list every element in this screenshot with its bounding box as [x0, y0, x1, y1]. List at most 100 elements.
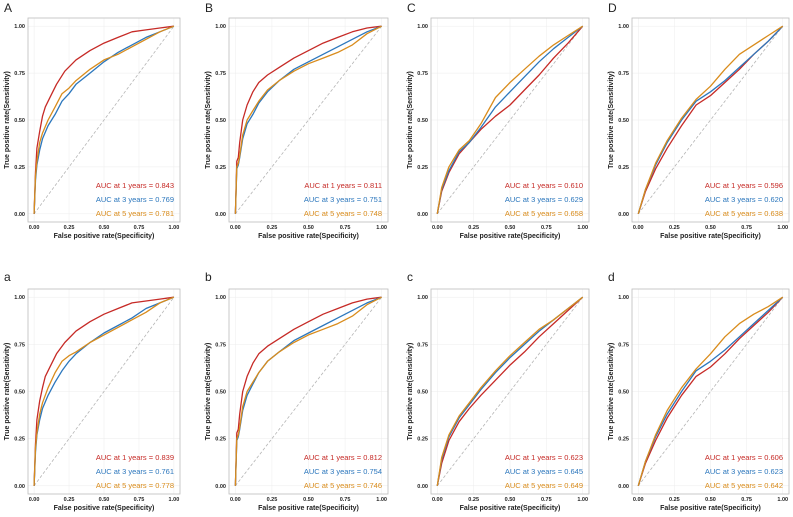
panel-label: D — [608, 1, 617, 15]
y-tick-label: 1.00 — [14, 24, 25, 30]
y-tick-label: 0.75 — [417, 71, 428, 77]
x-axis-title: False positive rate(Specificity) — [460, 233, 561, 240]
x-tick-label: 1.00 — [169, 225, 180, 231]
y-tick-label: 0.75 — [14, 71, 25, 77]
legend-entry: AUC at 5 years = 0.638 — [705, 209, 783, 218]
x-tick-label: 0.25 — [64, 225, 75, 231]
x-tick-label: 0.00 — [230, 497, 241, 503]
x-tick-label: 0.00 — [633, 225, 644, 231]
x-tick-label: 0.50 — [99, 497, 110, 503]
y-axis-title: True positive rate(Sensitivity) — [205, 343, 212, 441]
roc-panel-c: c 0.00 0.00 0.25 0.25 0.50 0.50 0.75 0.75 1.00 1.0… — [407, 270, 590, 512]
reference-diagonal — [437, 25, 583, 215]
legend-entry: AUC at 3 years = 0.751 — [304, 195, 382, 204]
panel-label: c — [407, 270, 413, 284]
x-tick-label: 0.50 — [99, 225, 110, 231]
y-tick-label: 1.00 — [215, 295, 226, 301]
x-tick-label: 0.50 — [505, 225, 516, 231]
x-tick-label: 0.25 — [267, 497, 278, 503]
plot-frame — [228, 17, 389, 223]
panel-label: B — [205, 1, 213, 15]
plot-frame — [27, 17, 181, 223]
y-tick-label: 0.25 — [14, 437, 25, 443]
x-tick-label: 1.00 — [777, 225, 788, 231]
x-tick-label: 0.50 — [303, 497, 314, 503]
x-tick-label: 1.00 — [376, 225, 387, 231]
legend-entry: AUC at 3 years = 0.761 — [96, 467, 174, 476]
x-tick-label: 0.25 — [267, 225, 278, 231]
panel-label: a — [4, 270, 11, 284]
roc-curve-orange — [234, 25, 382, 214]
y-tick-label: 0.00 — [618, 212, 629, 218]
y-tick-label: 1.00 — [417, 24, 428, 30]
y-tick-label: 1.00 — [215, 24, 226, 30]
x-tick-label: 0.75 — [340, 497, 351, 503]
legend-entry: AUC at 5 years = 0.748 — [304, 209, 382, 218]
y-tick-label: 0.75 — [14, 342, 25, 348]
panel-label: A — [4, 1, 12, 15]
roc-curve-orange — [33, 296, 175, 486]
legend-entry: AUC at 1 years = 0.839 — [96, 453, 174, 462]
x-axis-title: False positive rate(Specificity) — [54, 233, 155, 240]
legend-entry: AUC at 1 years = 0.606 — [705, 453, 783, 462]
x-tick-label: 0.50 — [705, 497, 716, 503]
roc-panel-B: B 0.00 0.00 0.25 0.25 0.50 0.50 0.75 0.75 1.00 1.0… — [205, 1, 389, 240]
legend-entry: AUC at 5 years = 0.642 — [705, 481, 783, 490]
reference-diagonal — [637, 296, 784, 487]
x-tick-label: 0.50 — [705, 225, 716, 231]
y-tick-label: 0.75 — [618, 71, 629, 77]
x-tick-label: 0.75 — [741, 497, 752, 503]
roc-panel-d: d 0.00 0.00 0.25 0.25 0.50 0.50 0.75 0.75 1.00 1.0… — [608, 270, 790, 512]
legend-entry: AUC at 1 years = 0.843 — [96, 181, 174, 190]
x-tick-label: 0.75 — [134, 225, 145, 231]
x-tick-label: 0.00 — [29, 225, 40, 231]
x-tick-label: 1.00 — [169, 497, 180, 503]
legend-entry: AUC at 1 years = 0.610 — [505, 181, 583, 190]
roc-curve-orange — [436, 296, 584, 486]
y-axis-title: True positive rate(Sensitivity) — [205, 71, 212, 169]
x-tick-label: 0.75 — [541, 497, 552, 503]
x-tick-label: 1.00 — [577, 497, 588, 503]
x-tick-label: 0.25 — [669, 225, 680, 231]
y-tick-label: 0.50 — [417, 390, 428, 396]
y-tick-label: 1.00 — [618, 24, 629, 30]
x-tick-label: 0.75 — [134, 497, 145, 503]
y-tick-label: 0.00 — [417, 212, 428, 218]
y-tick-label: 0.50 — [215, 118, 226, 124]
reference-diagonal — [33, 296, 175, 487]
x-tick-label: 0.00 — [29, 497, 40, 503]
roc-curve-red — [637, 296, 784, 486]
x-tick-label: 0.00 — [432, 497, 443, 503]
y-tick-label: 1.00 — [417, 295, 428, 301]
x-axis-title: False positive rate(Specificity) — [660, 505, 761, 512]
legend-entry: AUC at 3 years = 0.620 — [705, 195, 783, 204]
y-axis-title: True positive rate(Sensitivity) — [4, 343, 11, 441]
y-tick-label: 0.25 — [215, 165, 226, 171]
legend-entry: AUC at 3 years = 0.769 — [96, 195, 174, 204]
x-axis-title: False positive rate(Specificity) — [660, 233, 761, 240]
x-tick-label: 0.75 — [340, 225, 351, 231]
legend-entry: AUC at 5 years = 0.746 — [304, 481, 382, 490]
x-tick-label: 0.25 — [468, 225, 479, 231]
plot-frame — [430, 17, 590, 223]
panel-label: d — [608, 270, 615, 284]
y-tick-label: 0.75 — [215, 342, 226, 348]
legend-entry: AUC at 3 years = 0.645 — [505, 467, 583, 476]
y-tick-label: 0.75 — [215, 71, 226, 77]
legend-entry: AUC at 5 years = 0.649 — [505, 481, 583, 490]
legend-entry: AUC at 1 years = 0.811 — [304, 181, 382, 190]
legend-entry: AUC at 5 years = 0.778 — [96, 481, 174, 490]
x-tick-label: 1.00 — [376, 497, 387, 503]
y-tick-label: 0.50 — [417, 118, 428, 124]
x-tick-label: 0.75 — [541, 225, 552, 231]
roc-curve-red — [33, 296, 174, 486]
y-tick-label: 0.00 — [215, 484, 226, 490]
roc-curve-orange — [234, 296, 382, 486]
y-tick-label: 1.00 — [14, 295, 25, 301]
panel-label: C — [407, 1, 416, 15]
plot-frame — [631, 288, 790, 495]
x-tick-label: 0.50 — [505, 497, 516, 503]
roc-curve-red — [436, 25, 584, 214]
y-tick-label: 0.50 — [14, 118, 25, 124]
